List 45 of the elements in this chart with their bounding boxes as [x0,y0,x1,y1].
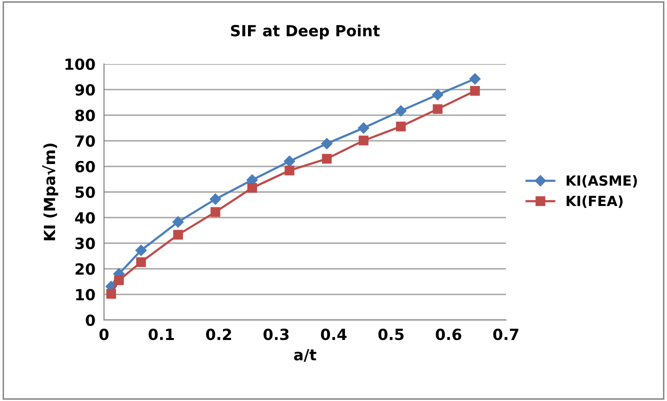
chart-title: SIF at Deep Point [231,24,380,40]
x-tick-label: 0.7 [493,328,518,340]
x-tick-label: 0.5 [378,328,404,340]
point [284,156,296,167]
x-tick-label: 0.2 [206,328,232,340]
legend-label: KI(ASME) [566,175,637,188]
point [210,207,220,217]
y-tick-label: 0 [86,314,95,326]
x-tick-label: 0.6 [436,328,462,340]
y-tick-label: 70 [75,135,95,147]
point [469,73,481,84]
point [173,230,183,240]
point [321,138,332,150]
point [114,275,124,286]
point [322,154,332,164]
point [135,244,147,256]
y-axis-title: KI (Mpa√m) [42,144,58,240]
y-tick-label: 40 [75,212,95,224]
point [395,105,407,116]
point [358,122,370,134]
y-tick-label: 90 [75,84,95,96]
point [172,216,184,228]
x-tick-label: 0.3 [263,328,289,340]
x-axis-title: a/t [294,349,316,362]
y-tick-label: 50 [76,186,95,198]
x-tick-label: 0.4 [320,328,347,340]
point [432,89,444,100]
point [396,122,406,132]
x-tick-label: 0 [99,328,109,340]
point [470,86,480,96]
legend-label: KI(FEA) [566,195,623,208]
point [358,136,368,146]
point [284,166,294,176]
y-tick-label: 30 [75,238,95,250]
point [106,289,116,299]
y-tick-label: 100 [66,58,95,70]
y-tick-label: 20 [76,263,95,275]
y-tick-label: 80 [75,110,95,122]
point [136,257,146,268]
x-tick-label: 0.1 [148,328,174,340]
point [247,183,258,193]
point [210,194,222,205]
point [432,104,443,114]
y-tick-label: 10 [76,288,95,300]
y-tick-label: 60 [75,160,95,172]
